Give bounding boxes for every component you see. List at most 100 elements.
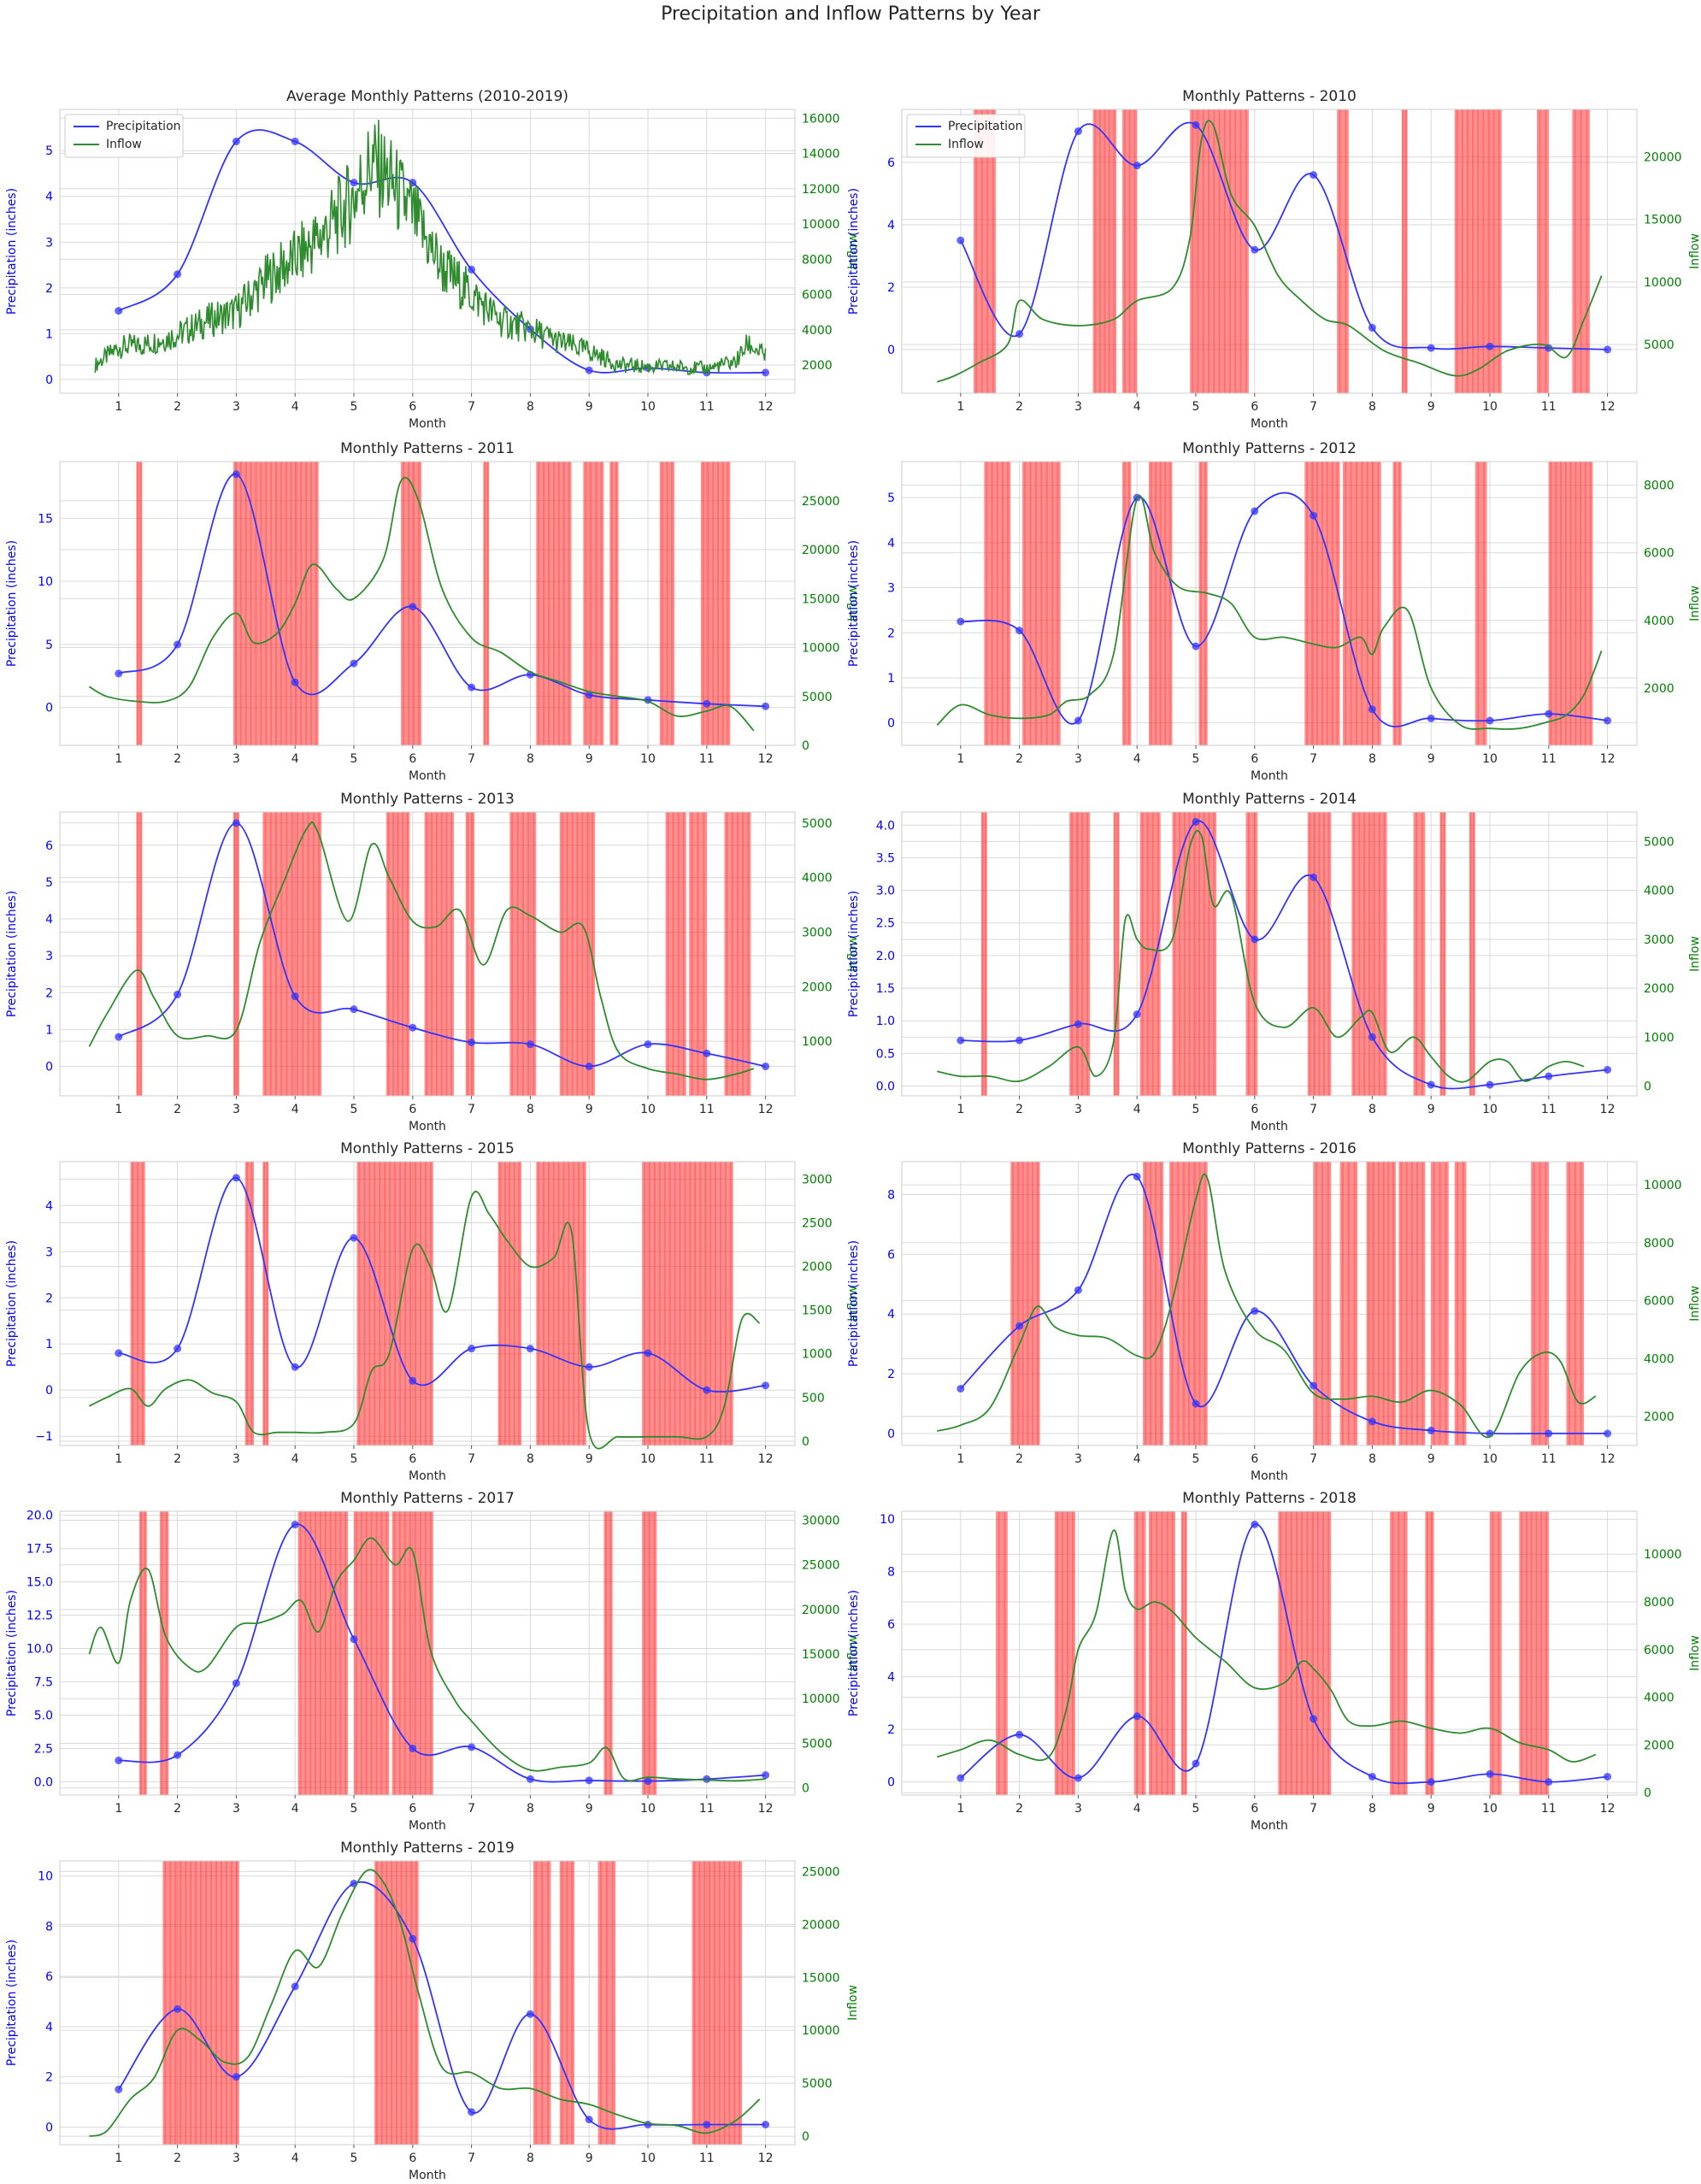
y2-tick-label: 3000 <box>802 926 833 939</box>
y-axis-label: Precipitation (inches) <box>847 1240 861 1367</box>
x-tick-label: 10 <box>1482 400 1498 414</box>
y2-tick-label: 25000 <box>802 495 840 509</box>
y-tick-label: 1 <box>45 1338 53 1351</box>
y-tick-label: 1 <box>45 1023 53 1037</box>
y-axis-label: Precipitation (inches) <box>5 188 19 315</box>
y2-tick-label: 10000 <box>1644 1548 1682 1562</box>
legend-label: Precipitation <box>948 120 1023 133</box>
x-tick-label: 8 <box>1368 400 1376 414</box>
highlight-band <box>136 462 143 745</box>
x-tick-label: 11 <box>699 2152 715 2165</box>
y-tick-label: 2.5 <box>34 1742 53 1756</box>
y2-tick-label: 5000 <box>802 1737 833 1751</box>
precipitation-point <box>468 2108 476 2116</box>
y2-tick-label: 5000 <box>1644 835 1675 849</box>
y-tick-label: 10 <box>38 1870 53 1884</box>
precipitation-point <box>1251 507 1259 515</box>
precipitation-point <box>956 1385 965 1393</box>
x-tick-label: 10 <box>1482 752 1498 766</box>
highlight-band <box>536 462 572 745</box>
precipitation-point <box>703 2120 711 2128</box>
x-tick-label: 7 <box>468 1452 475 1466</box>
highlight-band <box>1572 109 1590 393</box>
y2-tick-label: 5000 <box>1644 338 1675 352</box>
highlight-band <box>1169 1162 1181 1445</box>
x-tick-label: 8 <box>527 752 534 766</box>
x-tick-label: 7 <box>468 1103 475 1116</box>
y2-tick-label: 2000 <box>1644 1739 1675 1752</box>
y2-tick-label: 20000 <box>1644 151 1682 165</box>
y-tick-label: 4 <box>887 219 895 233</box>
highlight-band <box>244 1162 255 1445</box>
x-tick-label: 1 <box>115 752 122 766</box>
x-tick-label: 9 <box>586 2152 593 2165</box>
y2-tick-label: 0 <box>802 739 809 753</box>
y-tick-label: 17.5 <box>26 1543 53 1557</box>
y-tick-label: 4 <box>887 1308 895 1322</box>
highlight-band <box>692 1861 743 2145</box>
x-tick-label: 8 <box>1368 1103 1376 1116</box>
precipitation-point <box>644 1040 652 1049</box>
x-tick-label: 8 <box>1368 1802 1376 1816</box>
plot-frame <box>901 461 1638 746</box>
y2-tick-label: 2000 <box>802 359 833 373</box>
y2-tick-label: 1000 <box>1644 1031 1675 1045</box>
precipitation-point <box>1192 817 1200 826</box>
highlight-band <box>138 1511 147 1795</box>
precipitation-point <box>1015 1036 1024 1045</box>
x-tick-label: 6 <box>409 2152 416 2165</box>
y-tick-label: 0.0 <box>876 1080 895 1094</box>
x-tick-label: 2 <box>174 1103 181 1116</box>
y2-tick-label: 4000 <box>802 324 833 338</box>
highlight-band <box>136 812 143 1096</box>
x-tick-label: 4 <box>1133 752 1141 766</box>
subplot-title: Monthly Patterns - 2013 <box>340 791 515 808</box>
y-tick-label: 4 <box>45 2021 53 2034</box>
y-tick-label: 3 <box>45 236 53 250</box>
precipitation-point <box>1251 245 1259 254</box>
y-tick-label: 3 <box>887 582 895 596</box>
y2-tick-label: 10000 <box>1644 276 1682 290</box>
x-tick-label: 2 <box>1015 1802 1023 1816</box>
x-tick-label: 4 <box>291 1452 299 1466</box>
y2-tick-label: 5000 <box>802 817 833 831</box>
precipitation-point <box>1074 1286 1082 1294</box>
highlight-band <box>1139 812 1161 1096</box>
precipitation-point <box>1427 1778 1435 1787</box>
x-tick-label: 12 <box>758 752 774 766</box>
x-tick-label: 5 <box>350 2152 358 2165</box>
y-tick-label: 0 <box>45 1061 53 1074</box>
subplot-title: Monthly Patterns - 2012 <box>1182 440 1357 457</box>
y2-tick-label: 8000 <box>802 253 833 267</box>
precipitation-point <box>1604 716 1612 725</box>
precipitation-point <box>956 1774 965 1782</box>
precipitation-point <box>1604 1065 1612 1074</box>
precipitation-point <box>1545 1429 1553 1438</box>
x-tick-label: 5 <box>350 752 358 766</box>
highlight-band <box>354 1511 390 1795</box>
y-tick-label: 3 <box>45 950 53 963</box>
x-tick-label: 1 <box>115 1452 122 1466</box>
x-tick-label: 8 <box>1368 1452 1376 1466</box>
inflow-series-line <box>937 120 1603 383</box>
x-tick-label: 6 <box>409 1103 416 1116</box>
y2-tick-label: 25000 <box>802 1559 840 1573</box>
highlight-band <box>1548 462 1593 745</box>
highlight-band <box>130 1162 145 1445</box>
x-tick-label: 10 <box>640 2152 656 2165</box>
x-axis-label: Month <box>1251 769 1288 783</box>
precipitation-point <box>1074 127 1082 136</box>
x-tick-label: 11 <box>1541 1452 1557 1466</box>
y2-tick-label: 4000 <box>1644 1692 1675 1705</box>
y2-tick-label: 0 <box>802 1782 809 1796</box>
precipitation-point <box>1133 1172 1141 1180</box>
x-tick-label: 1 <box>115 1103 122 1116</box>
legend-label: Inflow <box>106 138 142 151</box>
inflow-series-line <box>94 120 767 376</box>
figure-title: Precipitation and Inflow Patterns by Yea… <box>661 3 1040 25</box>
x-tick-label: 5 <box>1192 1452 1200 1466</box>
x-tick-label: 12 <box>758 2152 774 2165</box>
x-tick-label: 12 <box>1600 1802 1616 1816</box>
x-axis-label: Month <box>409 769 446 783</box>
